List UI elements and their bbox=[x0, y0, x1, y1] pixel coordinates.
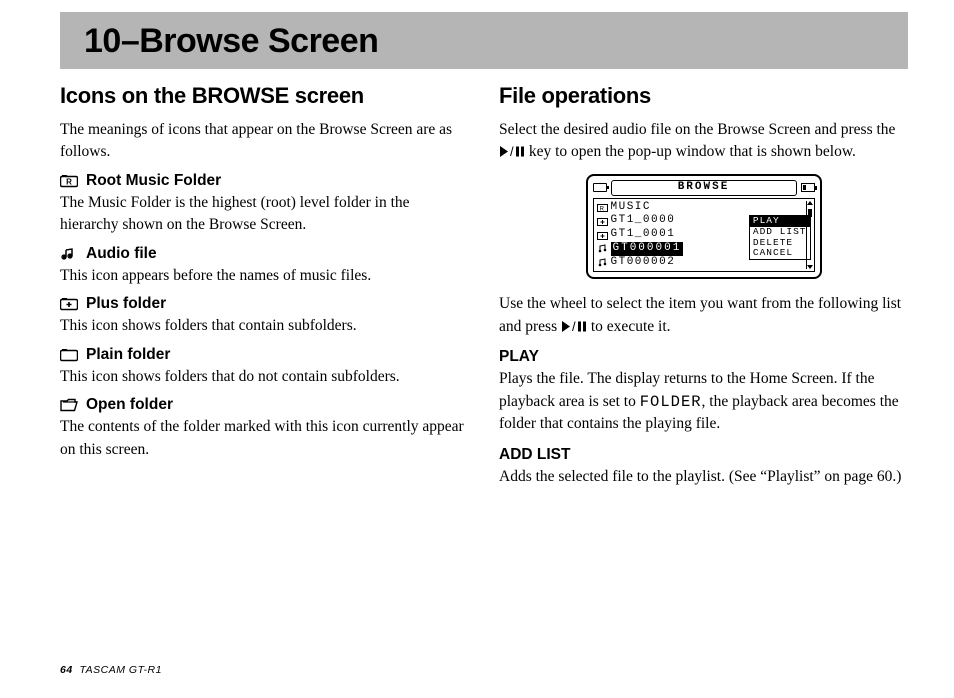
icon-row-plus: Plus folder bbox=[60, 295, 469, 313]
page-number: 64 bbox=[60, 664, 73, 676]
chapter-header-bar: 10–Browse Screen bbox=[60, 12, 908, 69]
right-intro-b: key to open the pop-up window that is sh… bbox=[529, 143, 856, 160]
popup-item-cancel: CANCEL bbox=[750, 248, 810, 259]
lcd-row-1-text: GT1_0001 bbox=[611, 228, 676, 242]
section-heading-fileops: File operations bbox=[499, 83, 908, 109]
sd-icon bbox=[593, 183, 607, 192]
battery-icon bbox=[801, 183, 815, 192]
plus-folder-icon bbox=[597, 231, 608, 240]
after-lcd-b: to execute it. bbox=[591, 318, 671, 335]
op-addlist-a: Adds the selected file to the playlist. … bbox=[499, 468, 901, 485]
lcd-body: R MUSIC GT1_0000 GT1_0001 bbox=[593, 198, 815, 273]
plus-folder-icon bbox=[60, 297, 78, 311]
play-pause-icon: / bbox=[561, 320, 587, 333]
icon-desc-root: The Music Folder is the highest (root) l… bbox=[60, 192, 469, 237]
svg-text:/: / bbox=[572, 320, 576, 333]
root-folder-icon: R bbox=[60, 174, 78, 188]
audio-file-icon bbox=[60, 247, 78, 261]
popup-item-play: PLAY bbox=[750, 216, 810, 227]
audio-file-icon bbox=[597, 244, 608, 253]
lcd-title: BROWSE bbox=[611, 180, 797, 196]
right-after-lcd: Use the wheel to select the item you wan… bbox=[499, 293, 908, 338]
play-pause-icon: / bbox=[499, 145, 525, 158]
icon-row-plain: Plain folder bbox=[60, 346, 469, 364]
icon-desc-plain: This icon shows folders that do not cont… bbox=[60, 366, 469, 388]
left-column: Icons on the BROWSE screen The meanings … bbox=[60, 83, 469, 494]
section-heading-icons: Icons on the BROWSE screen bbox=[60, 83, 469, 109]
icon-desc-audio: This icon appears before the names of mu… bbox=[60, 265, 469, 287]
icon-label-open: Open folder bbox=[86, 396, 173, 414]
open-folder-icon bbox=[60, 398, 78, 412]
two-column-layout: Icons on the BROWSE screen The meanings … bbox=[60, 69, 908, 494]
icon-desc-plus: This icon shows folders that contain sub… bbox=[60, 315, 469, 337]
icon-row-open: Open folder bbox=[60, 396, 469, 414]
page-footer: 64 TASCAM GT-R1 bbox=[60, 664, 162, 676]
page: 10–Browse Screen Icons on the BROWSE scr… bbox=[0, 12, 954, 494]
op-heading-play: PLAY bbox=[499, 348, 908, 366]
plus-folder-icon bbox=[597, 217, 608, 226]
lcd-scrollbar bbox=[806, 201, 812, 270]
icon-label-plus: Plus folder bbox=[86, 295, 166, 313]
lcd-root-label: MUSIC bbox=[611, 201, 652, 215]
op-desc-addlist: Adds the selected file to the playlist. … bbox=[499, 466, 908, 488]
icon-row-audio: Audio file bbox=[60, 245, 469, 263]
lcd-row-0-text: GT1_0000 bbox=[611, 214, 676, 228]
icon-label-plain: Plain folder bbox=[86, 346, 170, 364]
lcd-row-2-text: GT000001 bbox=[611, 242, 684, 256]
op-desc-play: Plays the file. The display returns to t… bbox=[499, 368, 908, 435]
icon-row-root: R Root Music Folder bbox=[60, 172, 469, 190]
lcd-screen: BROWSE R MUSIC GT1_0000 bbox=[586, 174, 822, 280]
footer-model: TASCAM GT-R1 bbox=[80, 664, 162, 676]
lcd-root-line: R MUSIC bbox=[597, 201, 811, 215]
lcd-row-3-text: GT000002 bbox=[611, 256, 676, 270]
right-column: File operations Select the desired audio… bbox=[499, 83, 908, 494]
op-heading-addlist: ADD LIST bbox=[499, 446, 908, 464]
lcd-top-bar: BROWSE bbox=[593, 180, 815, 196]
chapter-title: 10–Browse Screen bbox=[84, 22, 908, 61]
audio-file-icon bbox=[597, 258, 608, 267]
icon-label-audio: Audio file bbox=[86, 245, 157, 263]
after-lcd-a: Use the wheel to select the item you wan… bbox=[499, 295, 901, 334]
lcd-figure: BROWSE R MUSIC GT1_0000 bbox=[499, 174, 908, 280]
left-intro: The meanings of icons that appear on the… bbox=[60, 119, 469, 164]
svg-text:/: / bbox=[510, 145, 514, 158]
plain-folder-icon bbox=[60, 348, 78, 362]
lcd-popup: PLAY ADD LIST DELETE CANCEL bbox=[749, 215, 811, 261]
popup-item-addlist: ADD LIST bbox=[750, 227, 810, 238]
op-play-mono: FOLDER bbox=[640, 393, 702, 411]
right-intro: Select the desired audio file on the Bro… bbox=[499, 119, 908, 164]
right-intro-a: Select the desired audio file on the Bro… bbox=[499, 121, 895, 138]
svg-text:R: R bbox=[66, 177, 72, 186]
root-folder-icon: R bbox=[597, 203, 608, 212]
icon-label-root: Root Music Folder bbox=[86, 172, 221, 190]
svg-text:R: R bbox=[599, 207, 605, 213]
icon-desc-open: The contents of the folder marked with t… bbox=[60, 416, 469, 461]
